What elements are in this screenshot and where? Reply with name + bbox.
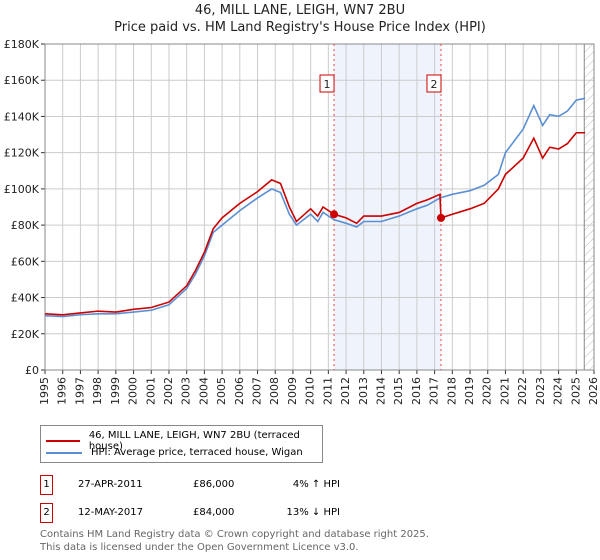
x-tick-label: 2002 — [162, 377, 175, 405]
sale-period-shade — [334, 44, 441, 370]
x-tick-label: 2006 — [233, 377, 246, 405]
footer-line-2: This data is licensed under the Open Gov… — [40, 542, 359, 553]
x-tick-label: 2018 — [445, 377, 458, 405]
sale-date: 27-APR-2011 — [78, 479, 143, 490]
x-tick-label: 2001 — [144, 377, 157, 405]
plot-area: 1995 1996 1997 1998 1999 2000 2001 2002 2003 2004… — [4, 38, 600, 405]
x-tick-label: 2023 — [534, 377, 547, 405]
x-tick-label: 2011 — [321, 377, 334, 405]
chart-subtitle: Price paid vs. HM Land Registry's House … — [114, 20, 486, 35]
chart-title: 46, MILL LANE, LEIGH, WN7 2BU — [194, 3, 406, 18]
x-tick-label: 1998 — [91, 377, 104, 405]
x-tick-label: 2007 — [251, 377, 264, 405]
x-tick-label: 2003 — [180, 377, 193, 405]
legend-swatch-property — [46, 440, 80, 442]
x-tick-label: 2009 — [286, 377, 299, 405]
x-tick-label: 2021 — [498, 377, 511, 405]
footer-line-1: Contains HM Land Registry data © Crown c… — [40, 529, 429, 540]
x-tick-label: 1996 — [56, 377, 69, 405]
sale-price: £86,000 — [193, 479, 235, 490]
sale-row-2: 2 12-MAY-2017 £84,000 13% ↓ HPI — [40, 503, 340, 523]
y-tick-label: £20K — [11, 328, 40, 341]
sale-label: 2 — [430, 78, 437, 91]
sale-row-1: 1 27-APR-2011 £86,000 4% ↑ HPI — [40, 475, 340, 495]
y-tick-label: £140K — [4, 110, 40, 123]
y-tick-label: £160K — [4, 74, 40, 87]
sale-price: £84,000 — [193, 507, 235, 518]
x-tick-label: 1997 — [73, 377, 86, 405]
x-tick-label: 2026 — [587, 377, 600, 405]
x-tick-label: 2000 — [127, 377, 140, 405]
sale-hpi-diff: 13% ↓ HPI — [286, 507, 340, 518]
x-tick-label: 1999 — [109, 377, 122, 405]
legend: 46, MILL LANE, LEIGH, WN7 2BU (terraced … — [40, 425, 323, 463]
x-tick-label: 1995 — [38, 377, 51, 405]
x-tick-label: 2008 — [268, 377, 281, 405]
y-tick-label: £180K — [4, 38, 40, 51]
plot-frame — [44, 43, 595, 371]
y-tick-label: £120K — [4, 147, 40, 160]
sale-point — [436, 213, 445, 222]
y-tick-label: £40K — [11, 292, 40, 305]
footer: Contains HM Land Registry data © Crown c… — [40, 528, 429, 554]
x-tick-label: 2016 — [410, 377, 423, 405]
x-tick-label: 2015 — [392, 377, 405, 405]
series-line-hpi — [44, 97, 586, 318]
x-tick-label: 2017 — [428, 377, 441, 405]
x-tick-label: 2013 — [357, 377, 370, 405]
series-line-property — [44, 131, 586, 316]
legend-label-property: 46, MILL LANE, LEIGH, WN7 2BU (terraced … — [88, 430, 300, 452]
y-tick-label: £0 — [25, 364, 39, 377]
x-tick-label: 2005 — [215, 377, 228, 405]
y-tick-label: £80K — [11, 219, 40, 232]
sale-label: 1 — [324, 78, 331, 91]
x-tick-label: 2025 — [569, 377, 582, 405]
sale-label-box — [426, 74, 442, 93]
sale-point — [330, 210, 339, 219]
x-tick-label: 2004 — [197, 377, 210, 405]
x-tick-label: 2012 — [339, 377, 352, 405]
legend-swatch-hpi — [46, 451, 82, 454]
sale-badge: 2 — [40, 503, 53, 523]
sale-label-box — [319, 74, 335, 93]
x-tick-label: 2014 — [374, 377, 387, 405]
forecast-hatch — [584, 44, 594, 370]
legend-label-hpi: HPI: Average price, terraced house, Wiga… — [91, 447, 303, 458]
sale-badge: 1 — [40, 475, 53, 495]
x-tick-label: 2010 — [304, 377, 317, 405]
x-tick-label: 2024 — [552, 377, 565, 405]
y-tick-label: £60K — [11, 255, 40, 268]
sale-hpi-diff: 4% ↑ HPI — [292, 479, 340, 490]
sale-date: 12-MAY-2017 — [78, 507, 144, 518]
x-tick-label: 2020 — [481, 377, 494, 405]
x-tick-label: 2022 — [516, 377, 529, 405]
x-tick-label: 2019 — [463, 377, 476, 405]
y-tick-label: £100K — [4, 183, 40, 196]
